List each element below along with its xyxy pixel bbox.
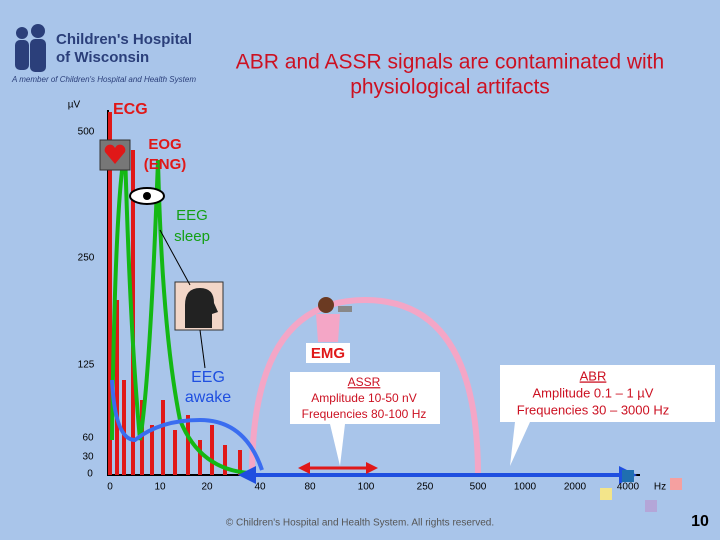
y-tick-label: 60: [82, 433, 94, 444]
assr-text: Frequencies 80-100 Hz: [302, 407, 427, 421]
y-tick-label: 30: [82, 452, 94, 463]
x-tick-label: 80: [304, 482, 316, 493]
eeg-sleep-curve: [110, 149, 251, 475]
eeg-awake-label: awake: [185, 389, 231, 406]
assr-title: ASSR: [348, 375, 381, 389]
connector: [199, 329, 206, 369]
eeg-awake-label: EEG: [191, 369, 225, 386]
x-tick-label: 20: [201, 482, 213, 493]
logo-tagline: A member of Children's Hospital and Heal…: [11, 75, 196, 84]
logo-name: of Wisconsin: [56, 49, 149, 66]
footer: © Children's Hospital and Health System.…: [226, 518, 494, 529]
x-tick-label: 250: [417, 482, 434, 493]
y-unit: µV: [68, 100, 81, 111]
assr-range-arrow: [298, 462, 378, 474]
x-tick-label: 100: [358, 482, 375, 493]
ecg-label: ECG: [113, 101, 148, 118]
emg-label: EMG: [311, 345, 345, 362]
y-tick-label: 500: [78, 127, 95, 138]
assr-text: Amplitude 10-50 nV: [311, 391, 416, 405]
eeg-awake-curve: [110, 379, 264, 471]
logo-name: Children's Hospital: [56, 31, 192, 48]
x-tick-label: 4000: [617, 482, 640, 493]
emg-curve: [249, 296, 481, 476]
logo: Children's Hospital of Wisconsin A membe…: [11, 24, 196, 84]
abr-callout: [500, 365, 715, 466]
assr-callout: [290, 372, 440, 466]
page-number: 10: [691, 513, 709, 530]
eog-label: (ENG): [144, 156, 187, 173]
eeg-sleep-label: EEG: [176, 207, 208, 224]
heart: [104, 144, 126, 164]
x-tick-label: 10: [154, 482, 166, 493]
eeg-sleep-label: sleep: [174, 228, 210, 245]
eog-label: EOG: [148, 136, 181, 153]
y-tick-label: 125: [78, 360, 95, 371]
x-tick-label: 1000: [514, 482, 537, 493]
x-tick-label: 500: [470, 482, 487, 493]
x-unit: Hz: [654, 482, 666, 493]
abr-title: ABR: [580, 368, 607, 383]
abr-text: Amplitude 0.1 – 1 µV: [533, 385, 654, 400]
title: physiological artifacts: [350, 76, 550, 99]
abr-text: Frequencies 30 – 3000 Hz: [517, 402, 669, 417]
athlete-icon: [316, 297, 352, 342]
emg-box: [306, 343, 350, 363]
y-tick-label: 0: [87, 469, 93, 480]
x-tick-label: 2000: [564, 482, 587, 493]
x-tick-label: 0: [107, 482, 113, 493]
title: ABR and ASSR signals are contaminated wi…: [236, 51, 664, 74]
y-tick-label: 250: [78, 253, 95, 264]
connector: [159, 229, 191, 286]
x-tick-label: 40: [254, 482, 266, 493]
